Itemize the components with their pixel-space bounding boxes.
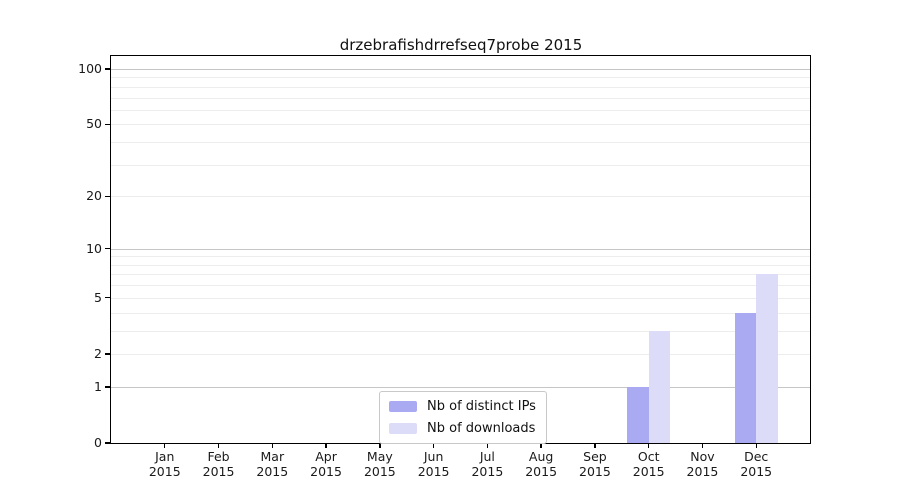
legend-row: Nb of downloads: [389, 419, 536, 438]
x-tick-label-line: 2015: [202, 464, 235, 479]
gridline-minor: [111, 86, 810, 88]
gridline-minor: [111, 330, 810, 332]
gridline-minor: [111, 285, 810, 287]
legend: Nb of distinct IPs Nb of downloads: [379, 391, 547, 444]
legend-swatch-icon: [389, 401, 417, 412]
legend-label: Nb of downloads: [427, 421, 536, 436]
x-tick-mark: [540, 443, 542, 448]
y-tick-label: 2: [94, 345, 102, 361]
x-tick-label-line: Mar: [260, 449, 285, 464]
legend-swatch-icon: [389, 423, 417, 434]
gridline-minor: [111, 77, 810, 79]
x-tick-mark: [325, 443, 327, 448]
gridline-minor: [111, 164, 810, 166]
x-tick-label-line: Jun: [423, 449, 444, 464]
x-tick-label: May 2015: [348, 449, 412, 479]
gridline-minor: [111, 256, 810, 258]
y-tick-mark: [105, 386, 110, 388]
x-tick-label-line: 2015: [686, 464, 719, 479]
x-tick-label: Aug 2015: [509, 449, 573, 479]
gridline-minor: [111, 142, 810, 144]
x-tick-label-line: 2015: [525, 464, 558, 479]
x-tick-label: Sep 2015: [563, 449, 627, 479]
x-tick-label-line: 2015: [256, 464, 289, 479]
x-tick-label-line: 2015: [310, 464, 342, 479]
gridline-minor: [111, 297, 810, 299]
x-tick-label: Oct 2015: [617, 449, 681, 479]
y-tick-mark: [105, 247, 110, 250]
gridline-minor: [111, 312, 810, 314]
y-tick-mark: [105, 123, 110, 126]
x-tick-label: Jun 2015: [402, 449, 466, 479]
x-tick-label-line: Jul: [479, 449, 495, 464]
gridline-minor: [111, 196, 810, 198]
gridline-minor: [111, 353, 810, 355]
y-tick-mark: [105, 195, 110, 197]
x-tick-label-line: 2015: [148, 464, 181, 479]
y-tick-label: 1: [94, 378, 102, 394]
y-tick-mark: [105, 442, 110, 444]
x-tick-mark: [164, 443, 166, 448]
legend-label: Nb of distinct IPs: [427, 399, 536, 414]
x-tick-label: Feb 2015: [187, 449, 251, 479]
x-tick-label: Jul 2015: [455, 449, 519, 479]
x-tick-mark: [379, 443, 381, 448]
x-tick-label-line: Aug: [528, 449, 554, 464]
bar-downloads-dec: [756, 274, 778, 443]
x-tick-label-line: Apr: [315, 449, 337, 464]
x-tick-label-line: Feb: [207, 449, 230, 464]
x-tick-label-line: 2015: [471, 464, 504, 479]
x-tick-mark: [647, 443, 650, 448]
gridline-major: [111, 386, 810, 388]
x-tick-label: Apr 2015: [294, 449, 358, 479]
x-tick-label-line: 2015: [579, 464, 611, 479]
gridline-major: [111, 68, 810, 70]
x-tick-label-line: 2015: [417, 464, 450, 479]
y-tick-label: 10: [86, 240, 102, 256]
x-tick-label-line: Oct: [637, 449, 660, 464]
x-tick-mark: [755, 443, 757, 448]
x-tick-label: Jan 2015: [133, 449, 197, 479]
x-tick-mark: [701, 443, 704, 448]
bar-distinct-ips-dec: [734, 312, 757, 443]
gridline-minor: [111, 97, 810, 99]
gridline-minor: [111, 109, 810, 111]
x-tick-label-line: Jan: [155, 449, 175, 464]
x-tick-label-line: Nov: [690, 449, 715, 464]
x-tick-label: Mar 2015: [240, 449, 304, 479]
gridline-minor: [111, 274, 810, 276]
y-tick-label: 100: [78, 60, 102, 76]
bar-downloads-oct: [648, 330, 671, 443]
x-tick-label-line: Sep: [583, 449, 607, 464]
chart-title: drzebrafishdrrefseq7probe 2015: [339, 36, 583, 54]
y-tick-label: 5: [94, 289, 102, 305]
gridline-minor: [111, 124, 810, 126]
y-tick-label: 20: [86, 188, 102, 204]
bar-distinct-ips-oct: [627, 386, 649, 443]
x-tick-label-line: 2015: [363, 464, 396, 479]
gridline-minor: [111, 264, 810, 266]
y-tick-mark: [105, 68, 110, 70]
gridline-major: [111, 248, 810, 250]
y-tick-mark: [105, 353, 110, 355]
y-tick-mark: [105, 297, 110, 299]
x-tick-label-line: Dec: [744, 449, 769, 464]
y-tick-label: 50: [86, 116, 102, 132]
x-tick-mark: [486, 443, 489, 448]
x-tick-mark: [271, 443, 273, 448]
y-tick-label: 0: [94, 435, 102, 450]
legend-row: Nb of distinct IPs: [389, 397, 536, 416]
x-tick-label-line: May: [366, 449, 393, 464]
x-tick-mark: [594, 443, 596, 448]
x-tick-label: Dec 2015: [724, 449, 788, 479]
x-tick-mark: [217, 443, 220, 448]
x-tick-label-line: 2015: [632, 464, 665, 479]
x-tick-mark: [432, 443, 435, 448]
x-tick-label-line: 2015: [740, 464, 773, 479]
x-tick-label: Nov 2015: [670, 449, 734, 479]
